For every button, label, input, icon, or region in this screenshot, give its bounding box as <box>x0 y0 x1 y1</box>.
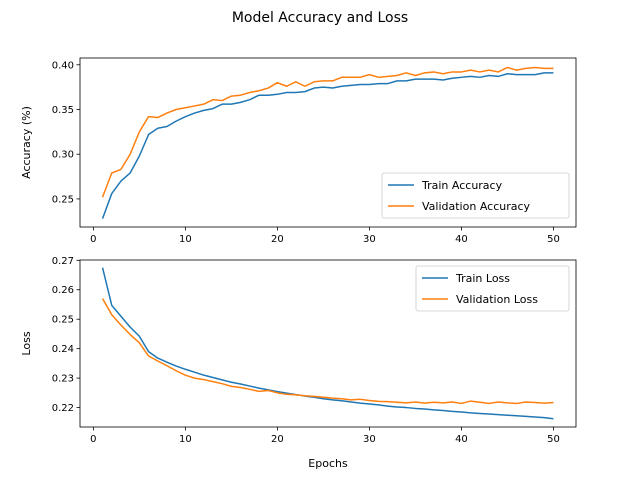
legend-box <box>415 265 570 312</box>
series-line-0 <box>101 72 554 219</box>
legend: Train Accuracy Validation Accuracy <box>381 172 570 219</box>
x-axis-label: Epochs <box>308 457 348 470</box>
x-tick-label: 0 <box>90 234 96 245</box>
axes-frame <box>79 57 577 228</box>
y-tick-label: 0.40 <box>52 60 74 71</box>
x-tick-label: 30 <box>363 234 376 245</box>
x-tick-label: 40 <box>455 434 468 445</box>
legend-box <box>381 172 570 219</box>
y-tick-label: 0.24 <box>52 344 74 355</box>
accuracy-plot: 0 10 20 30 40 50 0.25 0.30 0.35 0.40 Accuracy (%) T… <box>20 57 577 245</box>
y-tick-label: 0.25 <box>52 194 74 205</box>
x-tick-label: 0 <box>90 434 96 445</box>
series-line-1 <box>101 298 554 405</box>
loss-plot: 0 10 20 30 40 50 0.22 0.23 0.24 0.25 0.26 0.27 Loss E… <box>20 256 577 470</box>
y-axis-label: Loss <box>20 331 33 355</box>
x-tick-label: 50 <box>547 434 560 445</box>
x-tick-label: 50 <box>547 234 560 245</box>
x-tick-label: 20 <box>271 234 284 245</box>
x-tick-label: 10 <box>179 234 192 245</box>
axes-frame <box>79 259 577 428</box>
y-tick-label: 0.25 <box>52 315 74 326</box>
y-tick-label: 0.22 <box>52 403 74 414</box>
legend-label: Train Accuracy <box>421 179 503 192</box>
y-tick-label: 0.26 <box>52 285 74 296</box>
legend-label: Validation Accuracy <box>422 200 531 213</box>
legend-label: Train Loss <box>455 272 510 285</box>
y-tick-label: 0.35 <box>52 105 74 116</box>
y-tick-label: 0.30 <box>52 150 74 161</box>
y-axis-label: Accuracy (%) <box>20 106 33 179</box>
series-line-0 <box>101 267 554 420</box>
x-tick-label: 20 <box>271 434 284 445</box>
series-line-1 <box>101 66 554 198</box>
figure-title: Model Accuracy and Loss <box>232 10 408 26</box>
y-tick-label: 0.23 <box>52 374 74 385</box>
y-tick-label: 0.27 <box>52 256 74 267</box>
legend-label: Validation Loss <box>456 293 538 306</box>
x-tick-label: 10 <box>179 434 192 445</box>
x-tick-label: 40 <box>455 234 468 245</box>
legend: Train Loss Validation Loss <box>415 265 570 312</box>
x-tick-label: 30 <box>363 434 376 445</box>
